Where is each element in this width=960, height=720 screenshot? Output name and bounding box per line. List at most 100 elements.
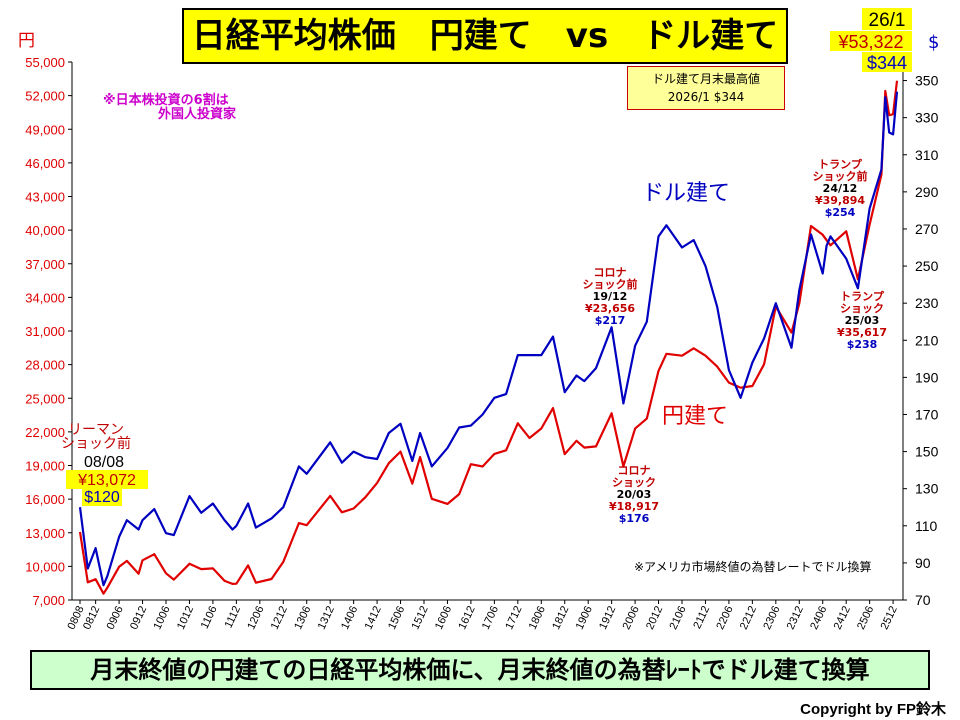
- x-tick-label: 1006: [151, 604, 172, 631]
- max-box-line1: ドル建て月末最高値: [651, 72, 760, 86]
- right-tick-label: 190: [915, 369, 939, 385]
- annot-trump-pre-line2: ショック前: [813, 169, 868, 183]
- annot-lehman-line1: リーマン: [68, 422, 124, 438]
- annot-trump-line1: トランプ: [840, 289, 885, 303]
- x-tick-label: 2006: [621, 604, 642, 631]
- annot-corona-yen: ¥18,917: [609, 500, 659, 513]
- right-tick-label: 250: [915, 258, 939, 274]
- left-tick-label: 13,000: [25, 526, 65, 541]
- right-tick-label: 270: [915, 221, 939, 237]
- right-tick-label: 310: [915, 147, 939, 163]
- annot-latest-date-bg: [862, 8, 912, 30]
- right-tick-label: 130: [915, 481, 939, 497]
- left-tick-label: 19,000: [25, 459, 65, 474]
- x-tick-label: 1712: [503, 604, 524, 631]
- x-tick-label: 2212: [738, 604, 759, 631]
- x-tick-label: 2106: [667, 604, 688, 631]
- chart-title: 日経平均株価 円建て vs ドル建て: [182, 8, 788, 64]
- left-tick-label: 46,000: [25, 156, 65, 171]
- annot-trump-line2: ショック: [840, 302, 884, 315]
- annot-trump-usd: $238: [847, 338, 878, 351]
- annot-lehman-line2: ショック前: [61, 435, 131, 452]
- annot-lehman-usd: $120: [84, 489, 120, 506]
- x-tick-label: 2506: [855, 604, 876, 631]
- x-tick-label: 1106: [199, 604, 220, 631]
- x-tick-label: 1306: [292, 604, 313, 631]
- left-tick-label: 43,000: [25, 190, 65, 205]
- x-tick-label: 1312: [316, 604, 337, 631]
- left-tick-label: 25,000: [25, 391, 65, 406]
- right-tick-label: 350: [915, 73, 939, 89]
- x-tick-label: 2512: [879, 604, 900, 631]
- annot-corona-pre-line2: ショック前: [583, 277, 638, 291]
- x-tick-label: 1512: [409, 604, 430, 631]
- x-tick-label: 2312: [785, 604, 806, 631]
- x-tick-label: 2306: [761, 604, 782, 631]
- left-tick-label: 34,000: [25, 290, 65, 305]
- left-tick-label: 37,000: [25, 257, 65, 272]
- x-tick-label: 1812: [550, 604, 571, 631]
- x-tick-label: 2012: [644, 604, 665, 631]
- left-tick-label: 28,000: [25, 358, 65, 373]
- right-tick-label: 70: [915, 592, 931, 608]
- annot-trump-yen: ¥35,617: [837, 326, 887, 339]
- annot-latest-yen-bg: [830, 31, 912, 51]
- left-tick-label: 31,000: [25, 324, 65, 339]
- right-tick-label: 150: [915, 444, 939, 460]
- yen-series-label: 円建て: [662, 404, 728, 429]
- annot-corona-line1: コロナ: [618, 464, 651, 477]
- max-box-line2: 2026/1 $344: [667, 90, 745, 104]
- annot-corona-pre-yen: ¥23,656: [585, 302, 635, 315]
- annot-latest-date: 26/1: [869, 10, 906, 31]
- x-tick-label: 1012: [175, 604, 196, 631]
- annot-trump-pre-usd: $254: [825, 206, 856, 219]
- footer-caption: 月末終値の円建ての日経平均株価に、月末終値の為替ﾚｰﾄでドル建て換算: [30, 650, 930, 690]
- x-tick-label: 2406: [808, 604, 829, 631]
- annot-corona-date: 20/03: [617, 488, 652, 501]
- annot-latest: 26/1¥53,322$344: [830, 8, 912, 73]
- copyright: Copyright by FP鈴木: [800, 701, 946, 718]
- x-tick-label: 1212: [269, 604, 290, 631]
- usd-series-label: ドル建て: [642, 181, 730, 206]
- x-tick-label: 2112: [691, 604, 712, 631]
- annot-latest-usd-bg: [862, 52, 912, 72]
- left-tick-label: 52,000: [25, 89, 65, 104]
- x-tick-label: 1612: [456, 604, 477, 631]
- left-axis: 円 7,000 10,000 13,000 16,000 19,000 22,000 25,0…: [18, 31, 73, 608]
- annot-trump-pre-line1: トランプ: [818, 157, 863, 171]
- right-unit-label: $: [928, 32, 939, 53]
- usd-series-line: [78, 91, 899, 587]
- right-axis: $70 90 110 130 150 170 190 210 230 250 270 290 310 33…: [902, 32, 939, 608]
- right-tick-label: 290: [915, 184, 939, 200]
- annot-lehman-usd-bg: [82, 488, 122, 506]
- x-tick-label: 2206: [714, 604, 735, 631]
- x-tick-label: 1906: [574, 604, 595, 631]
- x-tick-label: 2412: [832, 604, 853, 631]
- x-tick-label: 1606: [433, 604, 454, 631]
- x-tick-label: 1206: [245, 604, 266, 631]
- x-tick-label: 0912: [128, 604, 149, 631]
- right-tick-label: 90: [915, 555, 931, 571]
- annot-trump-pre-date: 24/12: [823, 182, 858, 195]
- annot-corona-pre-usd: $217: [595, 314, 626, 327]
- annot-lehman-yen: ¥13,072: [77, 472, 136, 489]
- x-tick-label: 1806: [527, 604, 548, 631]
- left-unit-label: 円: [18, 31, 35, 51]
- right-tick-label: 230: [915, 295, 939, 311]
- right-tick-label: 330: [915, 110, 939, 126]
- annot-corona-line2: ショック: [612, 476, 656, 489]
- left-tick-label: 7,000: [32, 593, 65, 608]
- note-foreign-line2: 外国人投資家: [157, 106, 237, 122]
- right-tick-label: 110: [915, 518, 938, 534]
- left-tick-label: 10,000: [25, 559, 65, 574]
- x-tick-label: 1112: [223, 604, 244, 630]
- left-tick-label: 16,000: [25, 492, 65, 507]
- annot-lehman-date: 08/08: [84, 454, 124, 471]
- annot-trump-date: 25/03: [845, 314, 880, 327]
